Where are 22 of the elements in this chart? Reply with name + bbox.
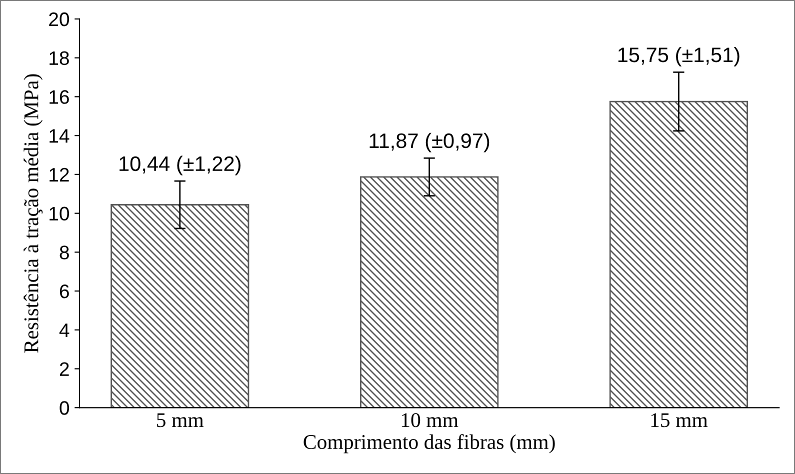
x-tick-label: 10 mm bbox=[402, 413, 458, 428]
bar bbox=[360, 176, 499, 408]
y-tick-label: 4 bbox=[59, 324, 70, 337]
x-tick-label: 15 mm bbox=[651, 413, 708, 428]
bar bbox=[110, 204, 250, 408]
y-tick-label: 6 bbox=[60, 284, 69, 298]
bar bbox=[609, 100, 748, 408]
y-tick-label: 0 bbox=[60, 401, 70, 415]
x-axis-title: Comprimento das fibras (mm) bbox=[304, 434, 555, 454]
y-tick-label: 2 bbox=[60, 362, 69, 376]
y-tick-label: 8 bbox=[60, 246, 69, 260]
data-label: 11,87 (±0,97) bbox=[370, 132, 490, 152]
y-tick-label: 10 bbox=[50, 206, 70, 221]
data-label: 15,75 (±1,51) bbox=[618, 46, 740, 66]
x-tick-label: 5 mm bbox=[157, 413, 204, 428]
y-tick-label: 12 bbox=[50, 168, 69, 182]
y-tick-label: 14 bbox=[50, 129, 70, 143]
y-tick-label: 16 bbox=[50, 90, 69, 104]
y-tick-label: 18 bbox=[50, 51, 69, 66]
data-label: 10,44 (±1,22) bbox=[120, 156, 240, 176]
y-axis-title: Resistência à tração média (MPa) bbox=[24, 74, 43, 353]
y-tick-label: 20 bbox=[49, 12, 70, 26]
